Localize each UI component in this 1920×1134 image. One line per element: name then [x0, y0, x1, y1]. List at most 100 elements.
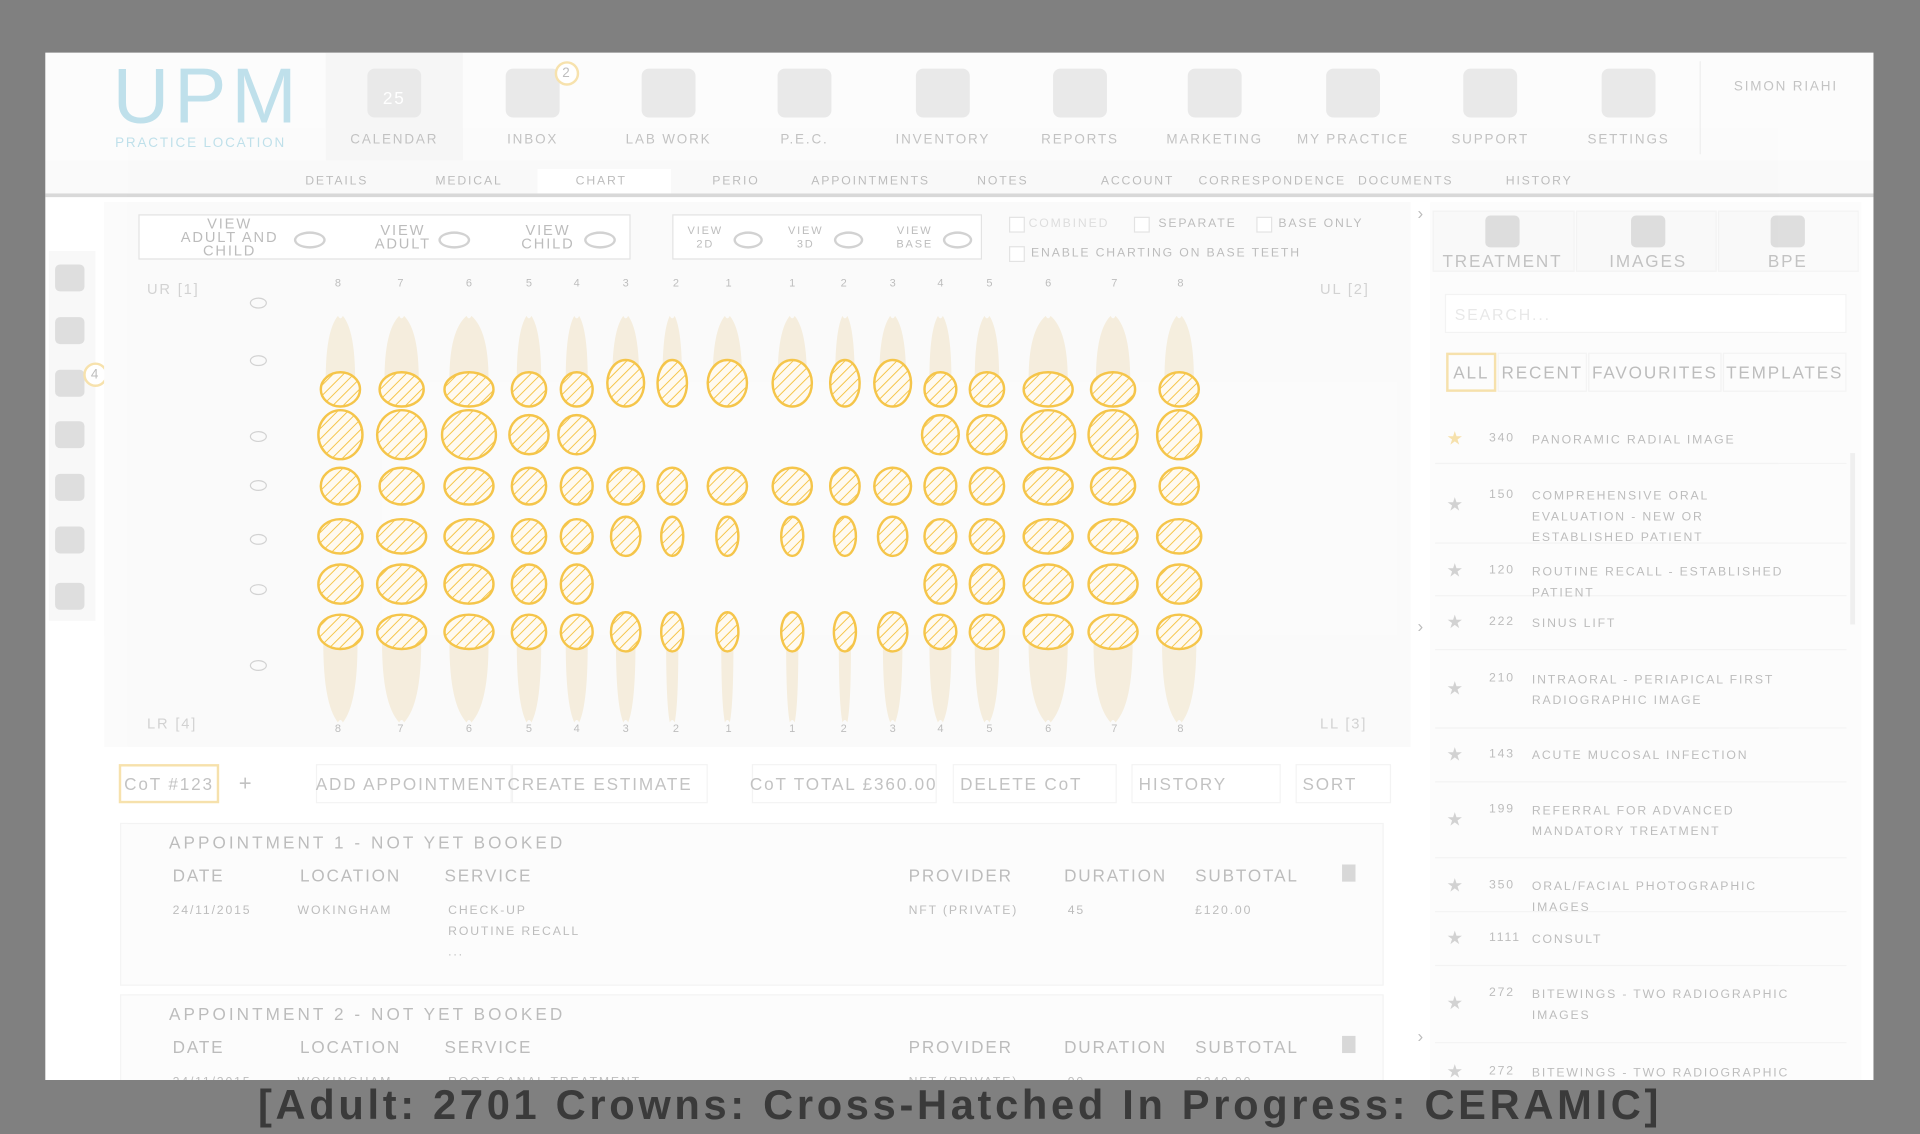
- treatment-code[interactable]: 272: [1488, 986, 1515, 1000]
- delete-icon[interactable]: [1342, 864, 1356, 882]
- toolbar-button[interactable]: [118, 764, 220, 804]
- nav-icon[interactable]: [777, 68, 832, 118]
- right-tab-label[interactable]: IMAGES: [1609, 251, 1688, 271]
- treatment-code[interactable]: 150: [1488, 487, 1515, 502]
- toolbar-label[interactable]: SORT: [1302, 773, 1358, 794]
- dim-button[interactable]: VIEW 2D: [687, 224, 724, 250]
- star[interactable]: ★: [1446, 428, 1463, 450]
- tab[interactable]: HISTORY: [1505, 174, 1573, 188]
- tab[interactable]: ACCOUNT: [1100, 174, 1175, 188]
- treatment-code[interactable]: 120: [1488, 563, 1515, 578]
- tab[interactable]: APPOINTMENTS: [811, 174, 930, 188]
- view-button[interactable]: VIEW CHILD: [521, 221, 575, 253]
- star[interactable]: ★: [1446, 612, 1463, 634]
- option-label[interactable]: ENABLE CHARTING ON BASE TEETH: [1031, 246, 1301, 261]
- right-tab[interactable]: [1575, 210, 1717, 272]
- toolbar-label[interactable]: DELETE CoT: [960, 773, 1083, 794]
- treatment-code[interactable]: 222: [1488, 615, 1515, 629]
- nav-item[interactable]: SUPPORT: [1451, 132, 1530, 147]
- row-eye[interactable]: [249, 355, 267, 367]
- treatment-code[interactable]: 199: [1488, 802, 1515, 817]
- right-tab[interactable]: [1717, 210, 1859, 272]
- toolbar-label[interactable]: CoT #123: [124, 773, 214, 794]
- right-tab[interactable]: [1432, 210, 1575, 272]
- checkbox[interactable]: [1008, 246, 1025, 263]
- nav-icon[interactable]: [915, 68, 970, 118]
- nav-item[interactable]: INVENTORY: [895, 132, 991, 147]
- row-eye[interactable]: [249, 297, 267, 309]
- sidebar-icon[interactable]: [55, 264, 85, 292]
- search-box[interactable]: [1444, 293, 1847, 334]
- user-menu[interactable]: SIMON RIAHI: [1733, 79, 1838, 95]
- toolbar-button[interactable]: [511, 764, 708, 804]
- nav-icon[interactable]: [505, 68, 560, 118]
- delete-icon[interactable]: [1342, 1035, 1356, 1054]
- nav-icon[interactable]: [1601, 68, 1656, 118]
- nav-item[interactable]: P.E.C.: [780, 132, 829, 147]
- treatment-code[interactable]: 210: [1488, 671, 1515, 686]
- treatment-code[interactable]: 340: [1488, 431, 1515, 446]
- nav-item[interactable]: SETTINGS: [1587, 132, 1670, 147]
- star[interactable]: ★: [1446, 494, 1463, 516]
- nav-icon[interactable]: [1326, 68, 1381, 118]
- filter-label[interactable]: TEMPLATES: [1726, 362, 1844, 383]
- eye-icon[interactable]: [733, 231, 763, 249]
- filter-label[interactable]: RECENT: [1501, 362, 1583, 383]
- toolbar-label[interactable]: ADD APPOINTMENT: [315, 773, 508, 794]
- treatment-name[interactable]: REFERRAL FOR ADVANCED MANDATORY TREATMEN…: [1531, 804, 1735, 839]
- star[interactable]: ★: [1446, 1061, 1463, 1081]
- collapse-arrow[interactable]: ›: [1417, 615, 1424, 636]
- nav-item[interactable]: INBOX: [507, 132, 559, 147]
- treatment-name[interactable]: COMPREHENSIVE ORAL EVALUATION - NEW OR E…: [1531, 489, 1709, 545]
- right-tab-label[interactable]: BPE: [1767, 251, 1808, 271]
- right-tab-label[interactable]: TREATMENT: [1442, 251, 1563, 271]
- filter[interactable]: [1722, 352, 1847, 392]
- dim-button[interactable]: VIEW BASE: [896, 224, 934, 250]
- star[interactable]: ★: [1446, 993, 1463, 1014]
- nav-item[interactable]: CALENDAR: [350, 132, 439, 147]
- treatment-name[interactable]: ORAL/FACIAL PHOTOGRAPHIC IMAGES: [1531, 880, 1757, 915]
- sidebar-icon[interactable]: [55, 421, 85, 449]
- toolbar-button[interactable]: [1295, 764, 1392, 804]
- tab[interactable]: DOCUMENTS: [1357, 174, 1454, 188]
- eye-icon[interactable]: [438, 231, 471, 249]
- toolbar-button[interactable]: [952, 764, 1117, 804]
- view-button[interactable]: VIEW ADULT: [374, 221, 431, 253]
- eye-icon[interactable]: [293, 231, 326, 249]
- toolbar-label[interactable]: CoT TOTAL £360.00: [749, 773, 938, 794]
- filter[interactable]: [1497, 352, 1587, 392]
- filter[interactable]: [1588, 352, 1722, 392]
- tab[interactable]: DETAILS: [305, 174, 369, 188]
- treatment-name[interactable]: PANORAMIC RADIAL IMAGE: [1531, 433, 1736, 447]
- eye-icon[interactable]: [942, 231, 973, 249]
- search-placeholder[interactable]: SEARCH...: [1454, 305, 1551, 324]
- add-button[interactable]: +: [238, 770, 254, 796]
- nav-item[interactable]: REPORTS: [1041, 132, 1119, 147]
- filter[interactable]: [1446, 352, 1497, 392]
- nav-item[interactable]: MY PRACTICE: [1297, 132, 1410, 147]
- toolbar-label[interactable]: HISTORY: [1138, 773, 1228, 794]
- toolbar-label[interactable]: CREATE ESTIMATE: [507, 773, 693, 794]
- treatment-name[interactable]: CONSULT: [1531, 933, 1603, 947]
- collapse-arrow[interactable]: ›: [1417, 1026, 1424, 1046]
- collapse-arrow[interactable]: ›: [1417, 203, 1424, 223]
- tab[interactable]: CORRESPONDENCE: [1198, 174, 1347, 188]
- toolbar-button[interactable]: [1131, 764, 1281, 804]
- toolbar-button[interactable]: [315, 764, 512, 804]
- toolbar-button[interactable]: [751, 764, 937, 804]
- tab[interactable]: NOTES: [977, 174, 1029, 188]
- treatment-name[interactable]: INTRAORAL - PERIAPICAL FIRST RADIOGRAPHI…: [1531, 673, 1775, 708]
- row-eye[interactable]: [249, 584, 267, 596]
- dim-button[interactable]: VIEW 3D: [787, 224, 824, 250]
- tab[interactable]: PERIO: [712, 174, 760, 188]
- treatment-code[interactable]: 350: [1488, 878, 1515, 893]
- checkbox[interactable]: [1256, 216, 1273, 233]
- treatment-name[interactable]: ROUTINE RECALL - ESTABLISHED PATIENT: [1531, 565, 1784, 601]
- view-button[interactable]: VIEW ADULT AND CHILD: [180, 214, 279, 259]
- nav-icon[interactable]: [367, 68, 422, 118]
- nav-icon[interactable]: [641, 68, 696, 118]
- sidebar-icon[interactable]: [55, 369, 85, 397]
- sidebar-icon[interactable]: [55, 582, 85, 610]
- tab[interactable]: MEDICAL: [435, 174, 503, 188]
- nav-icon[interactable]: [1053, 68, 1107, 118]
